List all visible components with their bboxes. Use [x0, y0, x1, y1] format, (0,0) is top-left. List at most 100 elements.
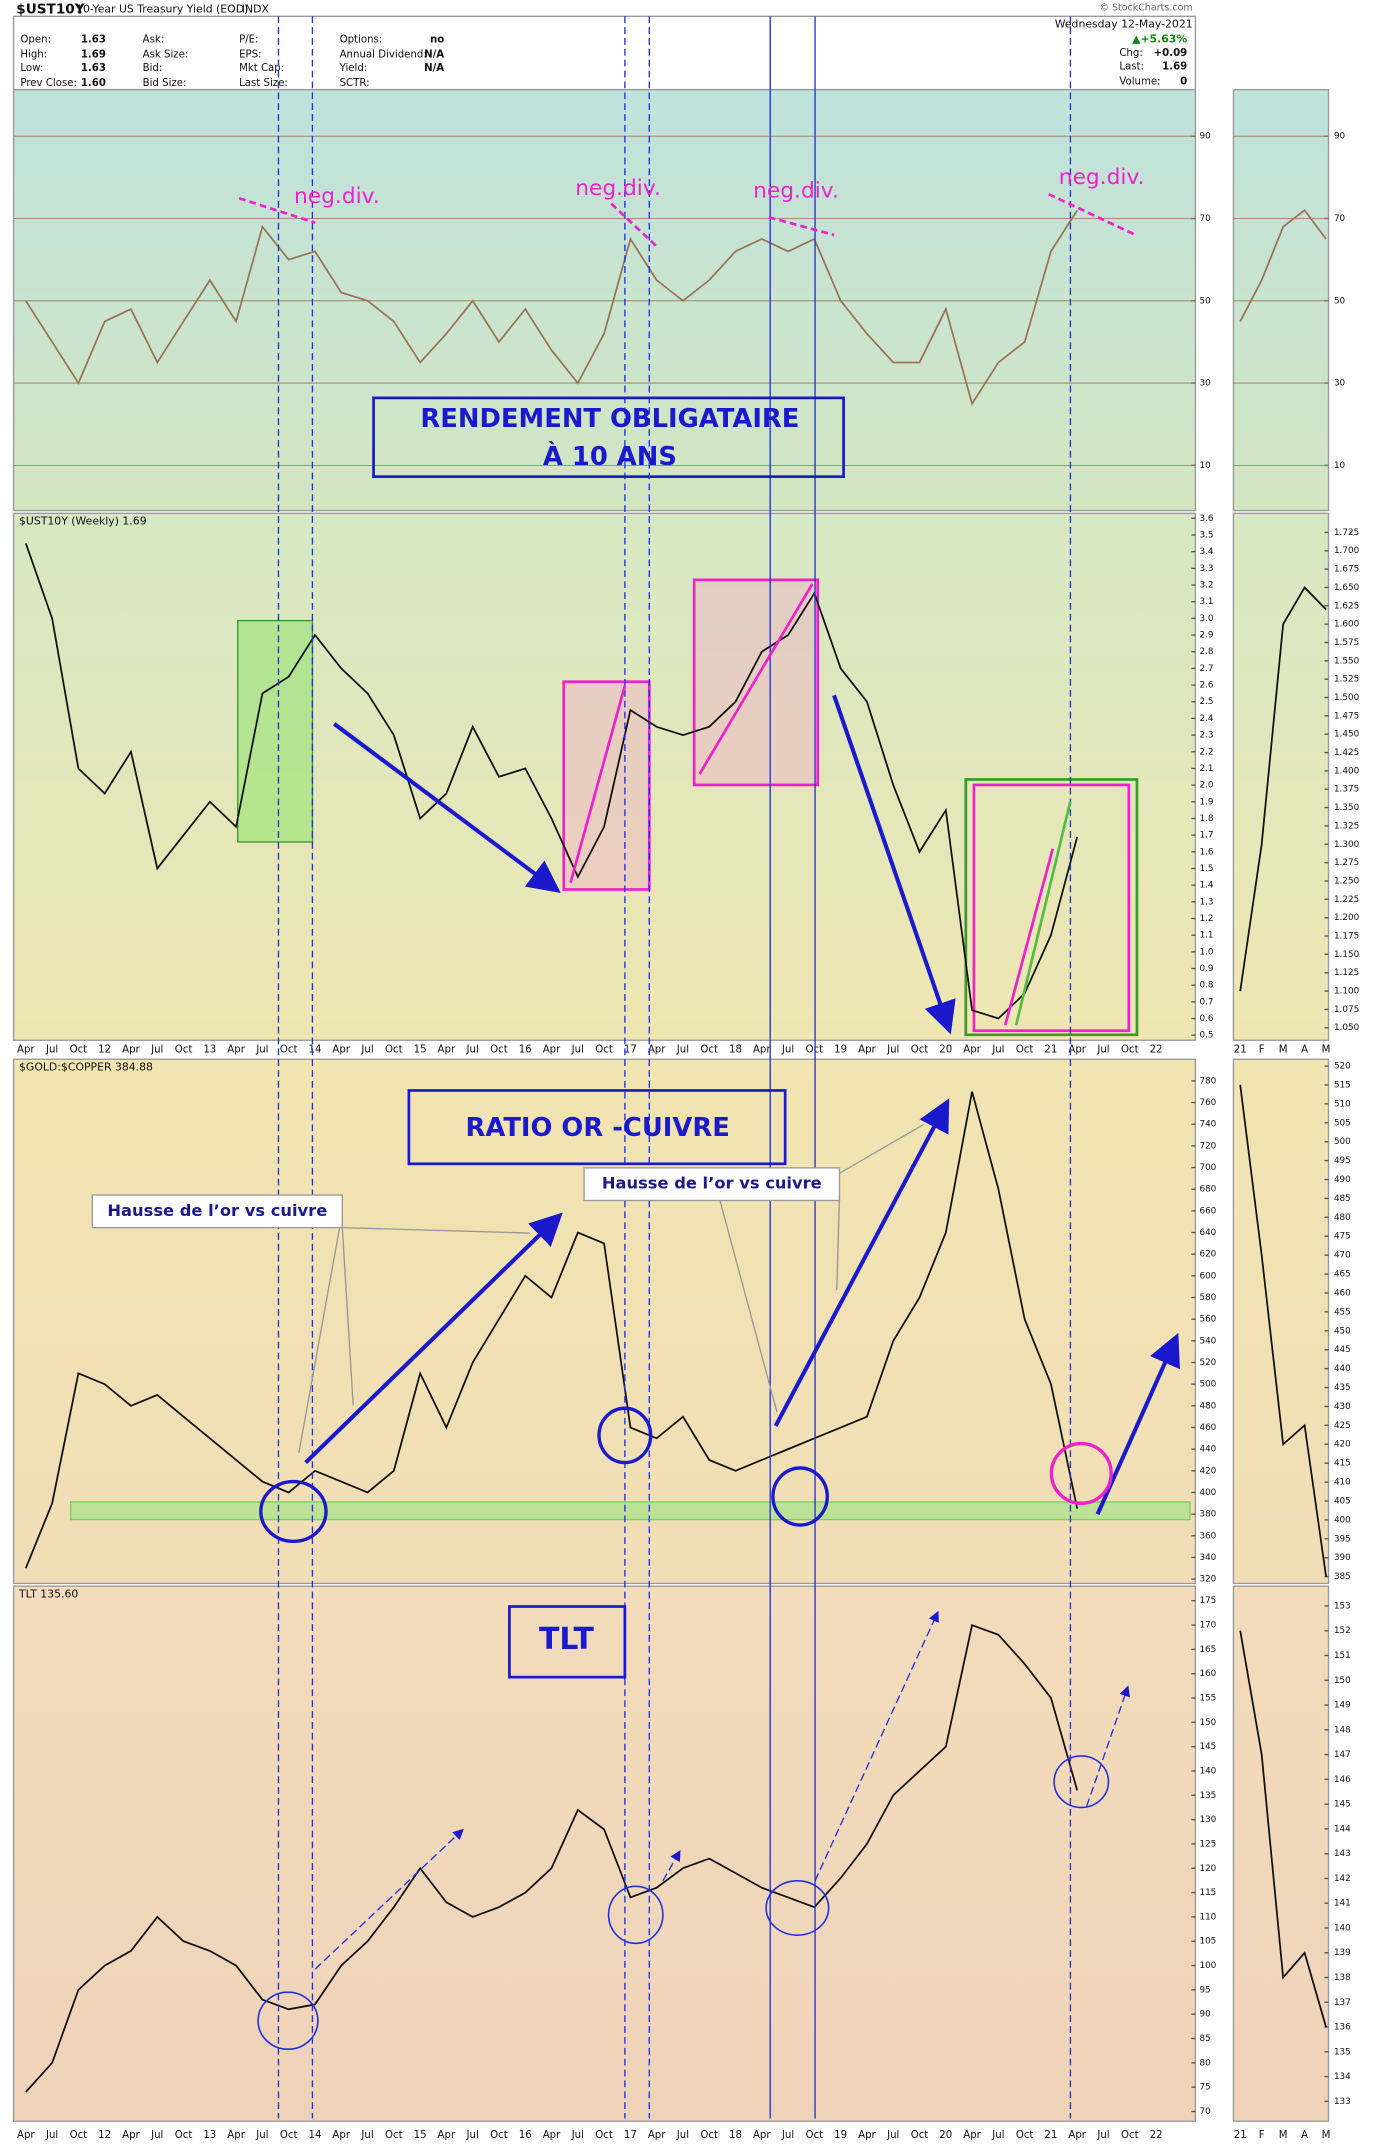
y-tick-label: 1.325: [1334, 821, 1359, 831]
y-tick-label: 680: [1199, 1185, 1216, 1195]
y-tick-label: 140: [1334, 1923, 1351, 1933]
y-tick-label: 0.6: [1199, 1014, 1213, 1024]
x-tick-label: 12: [98, 2130, 111, 2141]
y-tick-label: 1.400: [1334, 766, 1360, 776]
y-tick-label: 1.550: [1334, 656, 1360, 666]
y-tick-label: 10: [1334, 461, 1346, 471]
x-tick-label: Jul: [1096, 1045, 1109, 1056]
x-tick-label: Jul: [1096, 2130, 1109, 2141]
x-tick-label: Oct: [1016, 1045, 1034, 1056]
x-tick-label: Apr: [332, 2130, 350, 2141]
y-tick-label: 510: [1334, 1099, 1351, 1109]
y-tick-label: 175: [1199, 1596, 1216, 1606]
x-tick-label: Jul: [150, 1045, 163, 1056]
y-tick-label: 90: [1199, 2010, 1211, 2020]
x-tick-label: Apr: [438, 1045, 456, 1056]
y-tick-label: 1.4: [1199, 881, 1213, 891]
x-tick-label: 16: [519, 1045, 532, 1056]
y-tick-label: 3.3: [1199, 564, 1213, 574]
field-value: 1.60: [81, 78, 106, 89]
y-tick-label: 145: [1334, 1800, 1351, 1810]
source: © StockCharts.com: [1099, 3, 1192, 14]
y-tick-label: 2.9: [1199, 631, 1213, 641]
x-tick-label: 22: [1150, 2130, 1163, 2141]
series-label: $GOLD:$COPPER 384.88: [19, 1060, 153, 1073]
field-label: SCTR:: [340, 78, 370, 89]
x-tick-label: 22: [1150, 1045, 1163, 1056]
x-tick-label: Jul: [255, 2130, 268, 2141]
x-tick-label: Apr: [1068, 2130, 1086, 2141]
x-tick-label: Jul: [466, 2130, 479, 2141]
y-tick-label: 505: [1334, 1118, 1351, 1128]
series-line: [1239, 1630, 1327, 2028]
labels: $UST10Y 10-Year US Treasury Yield (EOD) …: [16, 2, 1192, 1657]
x-tick-label: 21: [1234, 2130, 1247, 2141]
series-line: [25, 1623, 1079, 2093]
x-tick-label: 17: [624, 1045, 637, 1056]
x-tick-label: 13: [203, 2130, 216, 2141]
y-tick-label: 145: [1199, 1742, 1216, 1752]
callout: Hausse de l’or vs cuivre: [107, 1201, 327, 1220]
y-tick-label: 1.675: [1334, 565, 1359, 575]
y-tick-label: 1.150: [1334, 950, 1360, 960]
y-tick-label: 85: [1199, 2034, 1210, 2044]
y-tick-label: 320: [1199, 1575, 1216, 1585]
y-tick-label: 95: [1199, 1985, 1210, 1995]
x-tick-label: Jul: [991, 2130, 1004, 2141]
x-tick-label: Apr: [122, 2130, 140, 2141]
y-tick-label: 0.5: [1199, 1031, 1213, 1041]
y-tick-label: 475: [1334, 1232, 1351, 1242]
y-tick-label: 720: [1199, 1141, 1216, 1151]
x-tick-label: Oct: [1121, 2130, 1139, 2141]
y-tick-label: 400: [1334, 1515, 1351, 1525]
field-value: 1.69: [1162, 62, 1187, 73]
field-label: Options:: [340, 34, 383, 45]
y-tick-label: 410: [1334, 1478, 1351, 1488]
series-label: $UST10Y (Weekly) 1.69: [19, 514, 147, 527]
x-tick-label: Oct: [1016, 2130, 1034, 2141]
plot: Open: 1.63 High: 1.69 Low: 1.63 Prev Close: 1.6…: [13, 34, 1360, 2141]
x-tick-label: Oct: [280, 1045, 298, 1056]
y-tick-label: 144: [1334, 1824, 1351, 1834]
x-tick-label: Apr: [17, 2130, 35, 2141]
y-tick-label: 1.500: [1334, 693, 1360, 703]
x-tick-label: Jul: [45, 1045, 58, 1056]
field-label: EPS:: [239, 49, 261, 60]
y-tick-label: 400: [1199, 1488, 1216, 1498]
y-tick-label: 465: [1334, 1270, 1351, 1280]
y-tick-label: 455: [1334, 1307, 1351, 1317]
field-value: 1.63: [81, 63, 106, 74]
y-tick-label: 2.1: [1199, 764, 1213, 774]
y-tick-label: 1.3: [1199, 897, 1213, 907]
y-tick-label: 160: [1199, 1669, 1216, 1679]
x-tick-label: Jul: [991, 1045, 1004, 1056]
y-tick-label: 435: [1334, 1383, 1351, 1393]
y-tick-label: 2.7: [1199, 664, 1213, 674]
y-tick-label: 460: [1199, 1423, 1216, 1433]
x-tick-label: Jul: [571, 2130, 584, 2141]
series-line: [24, 543, 1079, 1020]
y-tick-label: 1.425: [1334, 748, 1359, 758]
field-label: Open:: [20, 34, 51, 45]
y-tick-label: 1.350: [1334, 803, 1360, 813]
y-tick-label: 1.1: [1199, 931, 1213, 941]
y-tick-label: 50: [1199, 296, 1211, 306]
y-tick-label: 10: [1199, 461, 1211, 471]
series-line: [24, 1091, 1079, 1569]
field-label: Bid:: [143, 63, 163, 74]
y-tick-label: 390: [1334, 1553, 1351, 1563]
y-tick-label: 141: [1334, 1899, 1351, 1909]
y-tick-label: 3.1: [1199, 597, 1213, 607]
y-tick-label: 1.6: [1199, 847, 1213, 857]
x-tick-label: Jul: [466, 1045, 479, 1056]
x-tick-label: 12: [98, 1045, 111, 1056]
series-label: TLT 135.60: [18, 1587, 78, 1600]
y-tick-label: 1.475: [1334, 711, 1359, 721]
y-tick-label: 1.050: [1334, 1023, 1360, 1033]
y-tick-label: 1.450: [1334, 730, 1360, 740]
x-tick-label: Apr: [227, 2130, 245, 2141]
y-tick-label: 420: [1199, 1466, 1216, 1476]
y-tick-label: 500: [1199, 1380, 1216, 1390]
y-tick-label: 151: [1334, 1651, 1351, 1661]
x-tick-label: M: [1322, 2130, 1331, 2141]
